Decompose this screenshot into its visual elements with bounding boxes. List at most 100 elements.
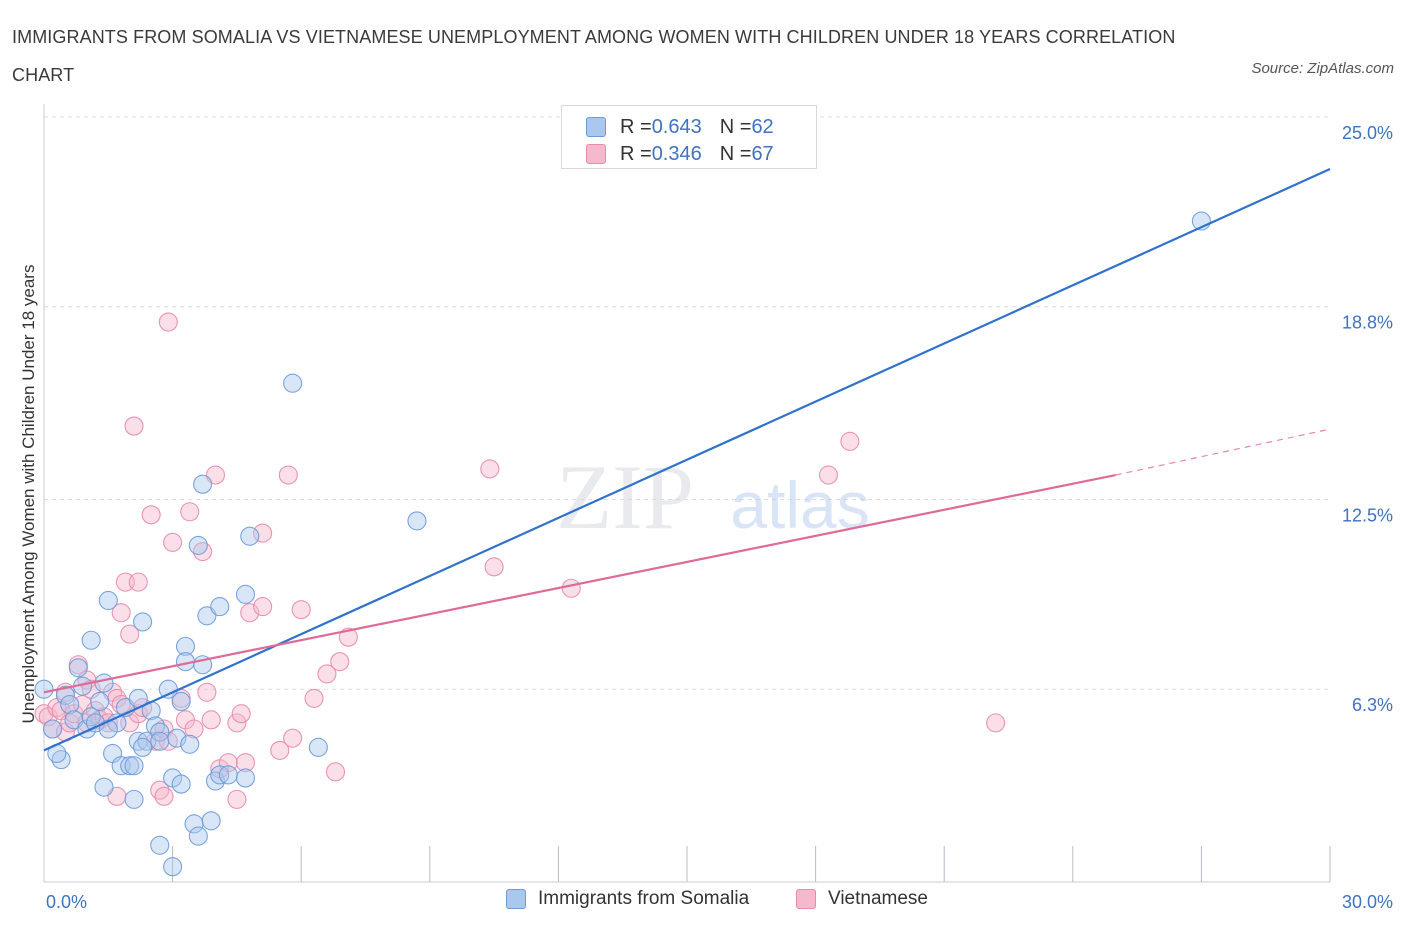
- legend-item-somalia[interactable]: Immigrants from Somalia: [506, 888, 749, 910]
- point-somalia: [34, 679, 54, 699]
- y-tick-label: 12.5%: [1342, 506, 1393, 526]
- r-value: 0.346: [651, 142, 702, 165]
- point-somalia: [218, 765, 238, 785]
- point-vietnamese: [158, 312, 178, 332]
- point-somalia: [150, 731, 170, 751]
- watermark-zip: ZIP: [556, 446, 694, 548]
- point-somalia: [68, 658, 88, 678]
- point-vietnamese: [291, 600, 311, 620]
- point-vietnamese: [338, 627, 358, 647]
- source-label: Source: ZipAtlas.com: [1251, 60, 1394, 77]
- point-vietnamese: [111, 603, 131, 623]
- n-value: 62: [751, 115, 774, 138]
- trend-extension-vietnamese: [1115, 428, 1331, 476]
- point-somalia: [193, 474, 213, 494]
- point-somalia: [180, 734, 200, 754]
- point-somalia: [55, 685, 75, 705]
- point-somalia: [197, 606, 217, 626]
- point-vietnamese: [278, 465, 298, 485]
- point-somalia: [210, 597, 230, 617]
- point-somalia: [201, 811, 221, 831]
- legend-row-somalia: R = 0.643 N = 62: [586, 114, 774, 140]
- point-somalia: [81, 630, 101, 650]
- r-label: R =: [620, 115, 652, 138]
- tick-labels: 6.3% 12.5% 18.8% 25.0% 0.0% 30.0%: [46, 123, 1393, 912]
- legend-swatch-vietnamese: [796, 889, 816, 909]
- series-legend: Immigrants from Somalia Vietnamese: [0, 888, 1406, 916]
- grid-lines: [44, 116, 1330, 690]
- point-vietnamese: [180, 502, 200, 522]
- legend-swatch-somalia: [586, 117, 606, 137]
- watermark-atlas: atlas: [730, 468, 869, 542]
- x-tick-label: 30.0%: [1342, 892, 1393, 912]
- point-vietnamese: [197, 682, 217, 702]
- legend-label-vietnamese: Vietnamese: [828, 888, 928, 909]
- point-vietnamese: [120, 624, 140, 644]
- point-somalia: [150, 835, 170, 855]
- point-vietnamese: [330, 652, 350, 672]
- point-somalia: [163, 857, 183, 877]
- point-somalia: [175, 636, 196, 656]
- point-somalia: [188, 535, 208, 555]
- legend-row-vietnamese: R = 0.346 N = 67: [586, 141, 774, 167]
- point-somalia: [98, 719, 118, 739]
- point-somalia: [90, 691, 110, 712]
- point-vietnamese: [270, 740, 290, 760]
- chart-title: IMMIGRANTS FROM SOMALIA VS VIETNAMESE UN…: [12, 27, 1176, 85]
- point-vietnamese: [561, 578, 581, 598]
- n-label: N =: [719, 142, 752, 165]
- point-vietnamese: [227, 789, 247, 809]
- point-somalia: [133, 737, 153, 757]
- point-vietnamese: [231, 704, 251, 724]
- point-vietnamese: [227, 713, 247, 733]
- point-somalia: [171, 691, 191, 712]
- point-somalia: [235, 768, 256, 788]
- point-vietnamese: [304, 688, 324, 708]
- legend-swatch-somalia: [506, 889, 526, 909]
- point-somalia: [94, 777, 114, 797]
- r-value: 0.643: [651, 115, 702, 138]
- point-somalia: [171, 774, 191, 794]
- point-somalia: [308, 737, 328, 757]
- data-points: [34, 211, 1211, 877]
- point-somalia: [407, 511, 427, 531]
- point-somalia: [235, 584, 256, 604]
- legend-item-vietnamese[interactable]: Vietnamese: [796, 888, 928, 910]
- point-somalia: [60, 694, 80, 715]
- point-somalia: [124, 789, 144, 809]
- point-vietnamese: [818, 465, 839, 485]
- point-vietnamese: [124, 416, 144, 436]
- y-tick-label: 6.3%: [1352, 695, 1393, 715]
- point-vietnamese: [128, 572, 148, 592]
- point-somalia: [133, 612, 153, 632]
- point-vietnamese: [253, 597, 273, 617]
- point-vietnamese: [141, 505, 161, 525]
- point-somalia: [43, 719, 63, 739]
- n-value: 67: [751, 142, 774, 165]
- point-vietnamese: [235, 753, 256, 773]
- point-somalia: [120, 756, 140, 776]
- r-label: R =: [620, 142, 652, 165]
- axes: [43, 104, 1331, 883]
- point-vietnamese: [317, 664, 337, 684]
- point-vietnamese: [154, 786, 174, 806]
- legend-label-somalia: Immigrants from Somalia: [538, 888, 750, 909]
- point-somalia: [94, 673, 114, 693]
- x-tick-label: 0.0%: [46, 892, 87, 912]
- correlation-legend: R = 0.643 N = 62 R = 0.346 N = 67: [561, 105, 817, 169]
- point-somalia: [240, 526, 260, 546]
- point-vietnamese: [201, 710, 221, 730]
- y-tick-label: 18.8%: [1342, 313, 1393, 333]
- point-somalia: [283, 373, 303, 393]
- y-tick-label: 25.0%: [1342, 123, 1393, 143]
- point-vietnamese: [205, 465, 226, 485]
- point-vietnamese: [184, 719, 204, 739]
- y-axis-title: Unemployment Among Women with Children U…: [19, 265, 38, 724]
- point-vietnamese: [480, 459, 500, 479]
- point-vietnamese: [986, 713, 1006, 733]
- point-vietnamese: [840, 431, 860, 451]
- trend-line-vietnamese: [43, 473, 1116, 694]
- point-somalia: [188, 826, 208, 846]
- legend-swatch-vietnamese: [586, 144, 606, 164]
